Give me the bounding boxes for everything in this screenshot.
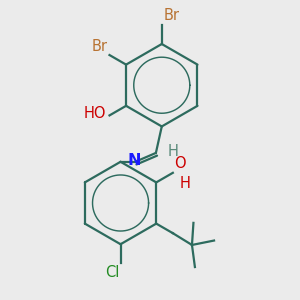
Text: Br: Br	[92, 39, 108, 54]
Text: Br: Br	[163, 8, 179, 23]
Text: N: N	[127, 153, 141, 168]
Text: O: O	[174, 156, 186, 171]
Text: H: H	[168, 144, 178, 159]
Text: HO: HO	[84, 106, 106, 122]
Text: Cl: Cl	[105, 265, 119, 280]
Text: H: H	[179, 176, 190, 191]
